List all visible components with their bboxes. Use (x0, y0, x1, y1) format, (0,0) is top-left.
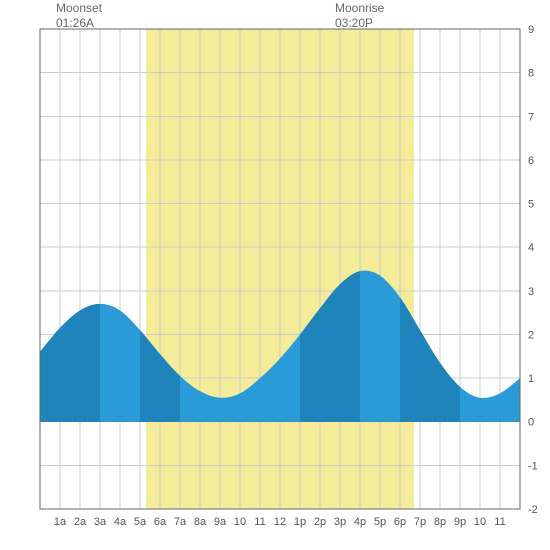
svg-text:11: 11 (494, 516, 505, 528)
svg-text:10: 10 (234, 516, 246, 528)
moonrise-label: Moonrise (335, 1, 384, 15)
svg-text:2p: 2p (314, 516, 326, 528)
svg-text:7: 7 (528, 111, 534, 123)
svg-text:7a: 7a (174, 516, 187, 528)
svg-text:-1: -1 (528, 460, 538, 472)
svg-text:12: 12 (274, 516, 286, 528)
svg-text:4: 4 (528, 242, 534, 254)
svg-text:11: 11 (254, 516, 265, 528)
chart-svg: -2-101234567891a2a3a4a5a6a7a8a9a1011121p… (0, 0, 550, 550)
svg-text:5p: 5p (374, 516, 386, 528)
svg-text:4a: 4a (114, 516, 127, 528)
svg-text:2: 2 (528, 329, 534, 341)
svg-text:8a: 8a (194, 516, 207, 528)
svg-text:0: 0 (528, 417, 534, 429)
svg-text:7p: 7p (414, 516, 426, 528)
svg-text:1a: 1a (54, 516, 67, 528)
svg-text:9a: 9a (214, 516, 227, 528)
svg-text:2a: 2a (74, 516, 87, 528)
svg-text:10: 10 (474, 516, 486, 528)
tide-chart: -2-101234567891a2a3a4a5a6a7a8a9a1011121p… (0, 0, 550, 550)
svg-text:1: 1 (528, 373, 534, 385)
svg-text:5: 5 (528, 199, 534, 211)
svg-text:3a: 3a (94, 516, 107, 528)
svg-text:6: 6 (528, 155, 534, 167)
svg-text:4p: 4p (354, 516, 366, 528)
moonrise-time: 03:20P (335, 16, 384, 31)
svg-text:6a: 6a (154, 516, 167, 528)
svg-text:5a: 5a (134, 516, 147, 528)
svg-text:1p: 1p (294, 516, 306, 528)
svg-text:9p: 9p (454, 516, 466, 528)
svg-text:3p: 3p (334, 516, 346, 528)
svg-text:9: 9 (528, 24, 534, 36)
svg-text:6p: 6p (394, 516, 406, 528)
svg-text:8p: 8p (434, 516, 446, 528)
moonrise-annotation: Moonrise 03:20P (335, 1, 384, 31)
moonset-label: Moonset (56, 1, 102, 15)
svg-text:-2: -2 (528, 504, 538, 516)
moonset-time: 01:26A (56, 16, 102, 31)
moonset-annotation: Moonset 01:26A (56, 1, 102, 31)
svg-text:8: 8 (528, 68, 534, 80)
svg-text:3: 3 (528, 286, 534, 298)
